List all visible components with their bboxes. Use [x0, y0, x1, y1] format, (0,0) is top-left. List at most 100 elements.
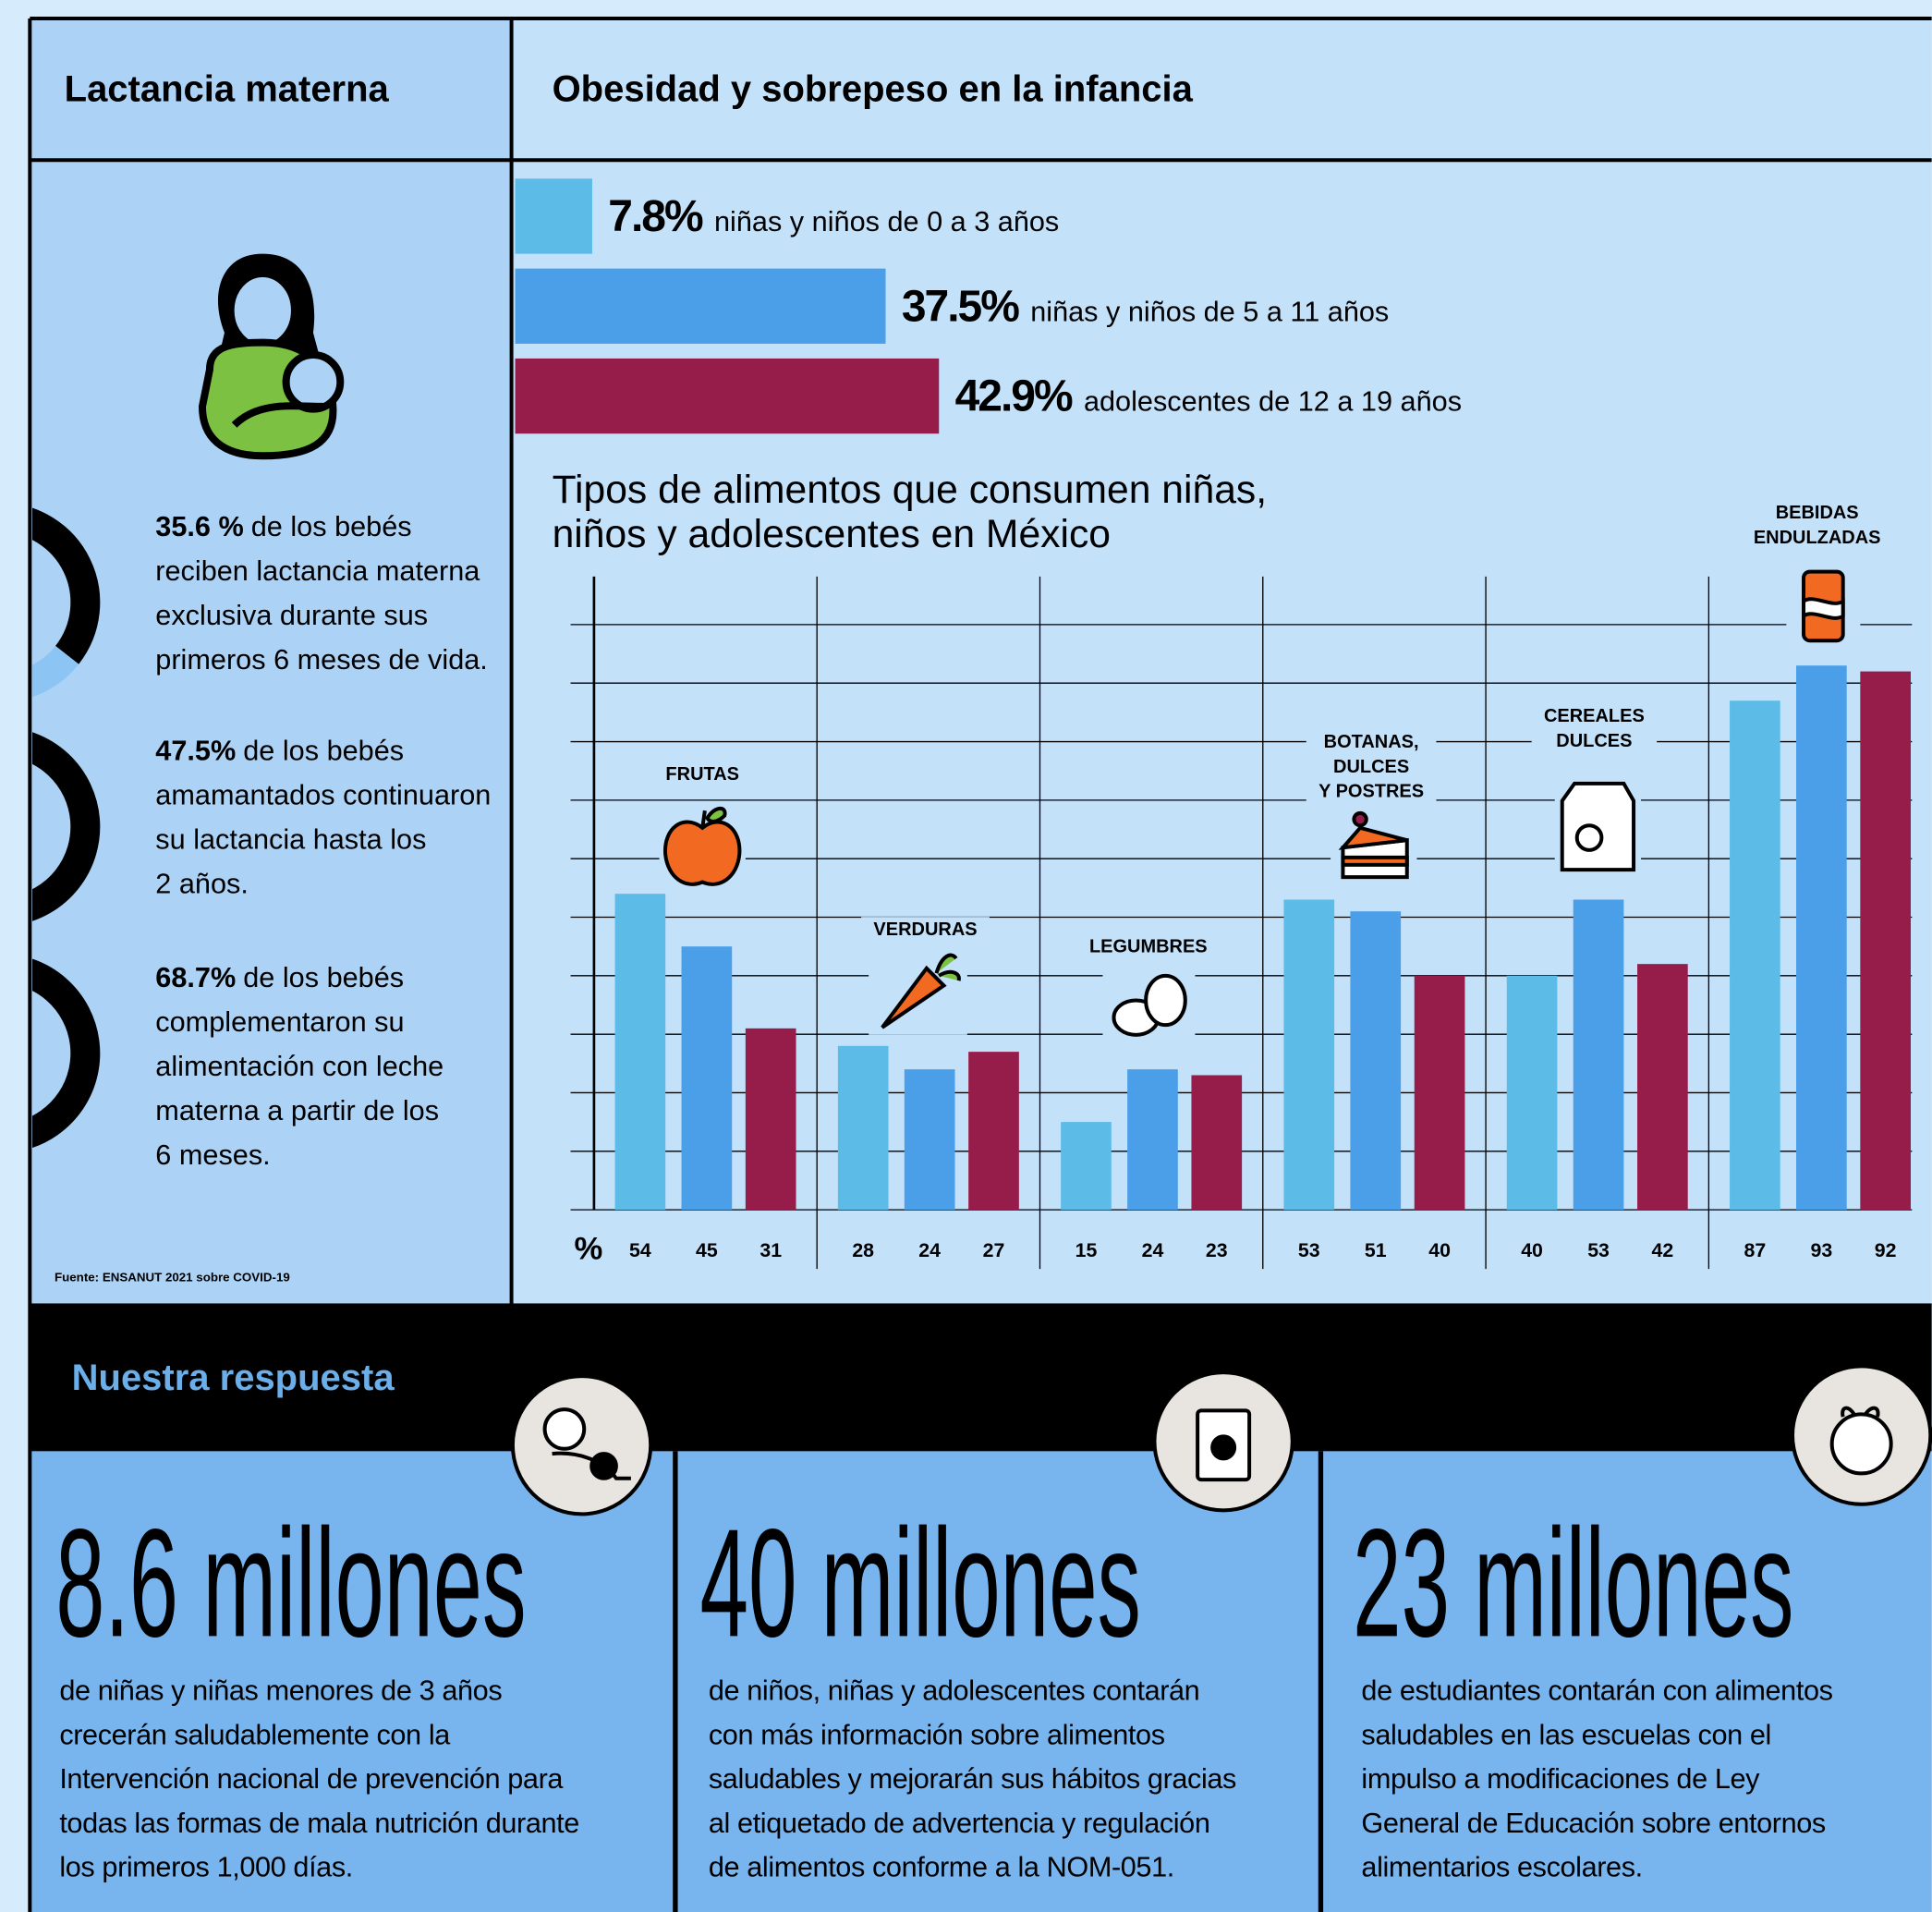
- bar-value-label: 24: [918, 1239, 941, 1261]
- response-text-line: alimentarios escolares.: [1361, 1852, 1642, 1883]
- bar-value-label: 45: [696, 1239, 718, 1261]
- bar-value-label: 51: [1365, 1239, 1387, 1261]
- bar: [1127, 1069, 1178, 1211]
- bar-value-label: 42.9%: [955, 372, 1073, 421]
- source: Fuente: ENSANUT 2021 sobre COVID-19: [55, 1270, 290, 1284]
- donut-track: [0, 742, 14, 912]
- response-band: [30, 1303, 1932, 1452]
- response-number: 40 millones: [700, 1497, 1141, 1669]
- category-label: FRUTAS: [665, 764, 739, 785]
- category-label-line: Y POSTRES: [1318, 782, 1424, 802]
- bar-value-label: 15: [1075, 1239, 1098, 1261]
- response-text-line: de alimentos conforme a la NOM-051.: [709, 1852, 1174, 1883]
- bar-value-label: 53: [1587, 1239, 1610, 1261]
- bar: [904, 1069, 955, 1211]
- category-label-layer: 54 28 15 53 40 87 45 24 24 51 53 93 31 27 23 40 42 92 FRUT…: [614, 500, 1912, 1261]
- title-line: niños y adolescentes en México: [553, 512, 1111, 556]
- bar-value-label: 27: [983, 1239, 1005, 1261]
- donut-layer: [0, 507, 101, 1148]
- response-number: 8.6 millones: [55, 1497, 526, 1669]
- bar: [1637, 964, 1688, 1211]
- donut-value-label: 47.5%: [155, 736, 236, 767]
- category-label: BOTANAS, DULCES Y POSTRES: [1318, 732, 1424, 801]
- donut-arc: [31, 732, 101, 921]
- donut-description-line: alimentación con leche: [155, 1051, 444, 1082]
- right-header: Obesidad y sobrepeso en la infancia: [553, 68, 1194, 109]
- obesity-bars: 7.8% niñas y niños de 0 a 3 años 37.5% niña…: [515, 178, 1462, 434]
- response-text-line: de niñas y niñas menores de 3 años: [59, 1675, 502, 1707]
- frame: [28, 16, 1932, 1912]
- response-panel: [30, 1451, 1932, 1912]
- category-label-line: FRUTAS: [665, 764, 739, 785]
- category-label-line: LEGUMBRES: [1089, 937, 1208, 957]
- bar-value-label: 40: [1428, 1239, 1451, 1261]
- y-axis-label: %: [575, 1231, 603, 1266]
- response-text-line: crecerán saludablemente con la: [59, 1719, 451, 1750]
- response-text-line: los primeros 1,000 días.: [59, 1852, 353, 1883]
- response-text-line: todas las formas de mala nutrición duran…: [59, 1808, 579, 1839]
- bar: [745, 1028, 796, 1211]
- category-label-bg: [1531, 703, 1658, 754]
- bar: [515, 268, 886, 344]
- donut-arc: [31, 958, 101, 1148]
- category-label: VERDURAS: [873, 919, 977, 940]
- response-text-line: al etiquetado de advertencia y regulació…: [709, 1808, 1210, 1839]
- left-header: Lactancia materna: [65, 68, 390, 109]
- donut-description: 35.6 % de los bebés reciben lactancia mate…: [155, 511, 488, 676]
- category-label-line: BOTANAS,: [1324, 732, 1419, 752]
- bar: [1796, 665, 1847, 1211]
- bar: [1414, 975, 1465, 1211]
- donut-description-line: complementaron su: [155, 1006, 404, 1038]
- category-label-line: DULCES: [1556, 731, 1632, 751]
- bar-category-label: niñas y niños de 0 a 3 años: [714, 206, 1059, 237]
- donut-description-line: primeros 6 meses de vida.: [155, 644, 488, 676]
- donut-description: 68.7% de los bebés complementaron su alimen…: [155, 962, 444, 1171]
- donut-description-line: 6 meses.: [155, 1139, 270, 1171]
- bar-category-label: niñas y niños de 5 a 11 años: [1030, 296, 1389, 327]
- response-text-line: de estudiantes contarán con alimentos: [1361, 1675, 1832, 1707]
- donut-description: 47.5% de los bebés amamantados continuaron…: [155, 736, 491, 900]
- donut-description-line: reciben lactancia materna: [155, 555, 480, 587]
- bar: [1283, 899, 1335, 1211]
- bar-value-label: 24: [1142, 1239, 1164, 1261]
- category-label-bg: [1076, 933, 1220, 960]
- bar: [614, 894, 666, 1211]
- bar-value-label: 37.5%: [902, 282, 1019, 331]
- donut-description-line: 2 años.: [155, 869, 249, 900]
- bar-chart-title: Tipos de alimentos que consumen niñas, n…: [553, 468, 1278, 556]
- bar: [1730, 700, 1780, 1211]
- bar: [1350, 911, 1402, 1211]
- category-label-bg: [1306, 729, 1437, 805]
- bar: [1061, 1122, 1112, 1211]
- category-label-bg: [653, 761, 752, 787]
- bar: [515, 178, 592, 254]
- bar-value-label: 23: [1206, 1239, 1228, 1261]
- bar-value-label: 40: [1521, 1239, 1543, 1261]
- bar-value-label: 92: [1875, 1239, 1897, 1261]
- breastfeeding-icon: [198, 253, 345, 460]
- donut-description-line: amamantados continuaron: [155, 780, 491, 811]
- donut-description-line: de los bebés: [243, 962, 404, 993]
- bar: [1506, 975, 1558, 1211]
- response-text-line: General de Educación sobre entornos: [1361, 1808, 1825, 1839]
- response-text-line: Intervención nacional de prevención para: [59, 1763, 564, 1795]
- donut-description-line: exclusiva durante sus: [155, 600, 428, 631]
- donut-texts: 35.6 % de los bebés reciben lactancia mate…: [155, 511, 491, 1171]
- bar: [515, 358, 940, 434]
- bar: [681, 946, 733, 1211]
- bar: [837, 1045, 889, 1211]
- response-icons: [510, 1364, 1932, 1516]
- bar-category-label: adolescentes de 12 a 19 años: [1084, 386, 1462, 418]
- bar: [1860, 671, 1912, 1211]
- bar-value-label: 87: [1744, 1239, 1767, 1261]
- bar-value-label: 31: [759, 1239, 782, 1261]
- donut-description-line: de los bebés: [243, 736, 404, 767]
- bar-value-label: 42: [1652, 1239, 1674, 1261]
- category-label-bg: [861, 917, 990, 943]
- category-label-line: CEREALES: [1544, 706, 1645, 726]
- bar-value-label: 7.8%: [608, 192, 703, 241]
- bar: [1573, 899, 1624, 1211]
- response-text-line: saludables y mejorarán sus hábitos graci…: [709, 1763, 1236, 1795]
- response-text-line: con más información sobre alimentos: [709, 1719, 1165, 1750]
